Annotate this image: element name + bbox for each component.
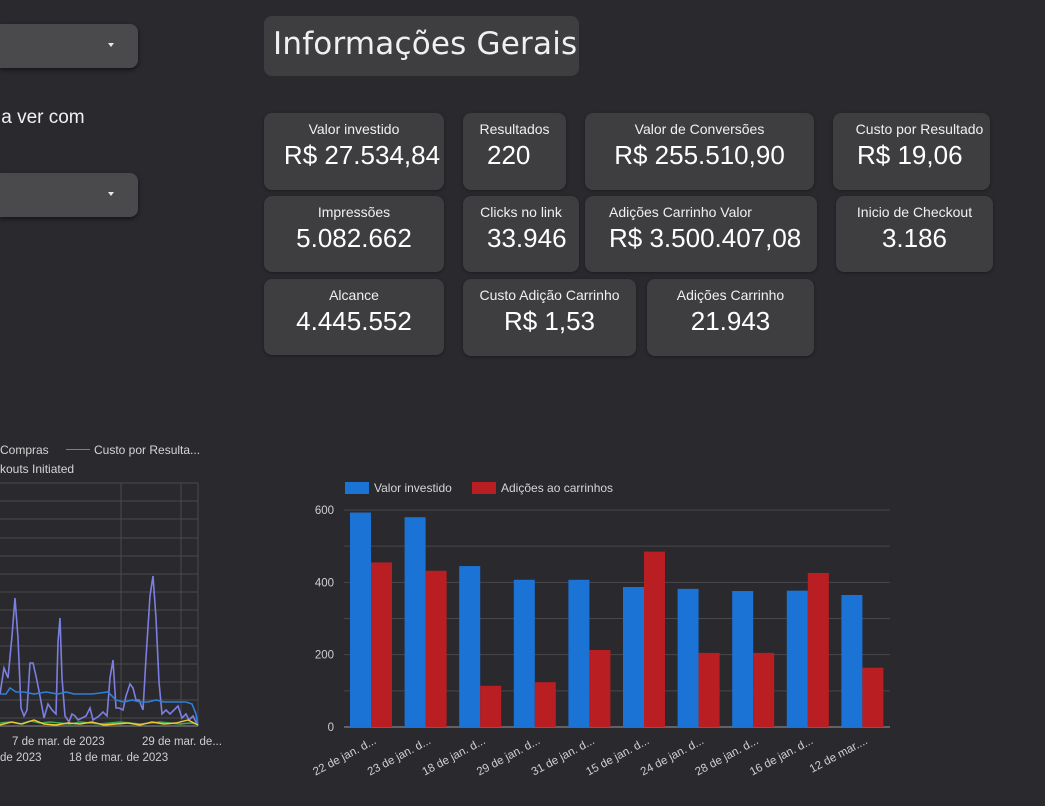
bar-valor-investido [841, 594, 863, 727]
bar-adicoes-carrinhos [425, 570, 447, 727]
legend-swatch-red [472, 482, 496, 494]
bar-valor-investido [404, 517, 426, 727]
kpi-value: 3.186 [881, 223, 948, 253]
kpi-card-impressoes: Impressões 5.082.662 [264, 196, 444, 272]
kpi-label: Valor investido [308, 121, 400, 137]
kpi-value: 220 [487, 140, 531, 170]
line-series-blue [0, 686, 199, 727]
bar-adicoes-carrinhos [753, 652, 775, 727]
chevron-down-icon [108, 43, 114, 47]
kpi-value: 33.946 [487, 223, 567, 253]
bar-legend-adicoes-carrinhos: Adições ao carrinhos [472, 481, 613, 495]
kpi-card-adicoes-carrinho: Adições Carrinho 21.943 [647, 279, 814, 356]
kpi-label: Impressões [317, 204, 391, 220]
legend-swatch-blue [345, 482, 369, 494]
bar-valor-investido [459, 566, 481, 727]
bar-adicoes-carrinhos [698, 652, 720, 727]
kpi-card-adicoes-carrinho-valor: Adições Carrinho Valor R$ 3.500.407,08 [585, 196, 817, 272]
bar-adicoes-carrinhos [807, 572, 829, 727]
line-legend-custo-resultado: Custo por Resulta... [66, 443, 200, 457]
kpi-label: Inicio de Checkout [856, 204, 973, 220]
kpi-label: Custo por Resultado [855, 121, 984, 137]
filter-dropdown-2[interactable] [0, 173, 138, 217]
kpi-value: 21.943 [690, 306, 771, 336]
line-chart-grid [0, 482, 199, 726]
kpi-label: Adições Carrinho Valor [609, 204, 752, 220]
bar-adicoes-carrinhos [589, 649, 611, 727]
kpi-value: R$ 19,06 [857, 140, 963, 170]
filter-prompt-text: ja ver com [0, 107, 85, 128]
bar-adicoes-carrinhos [480, 685, 502, 727]
legend-line-swatch [66, 449, 90, 450]
section-title-box: Informações Gerais [264, 16, 579, 76]
bar-valor-investido [513, 579, 535, 727]
chevron-down-icon [108, 192, 114, 196]
kpi-card-custo-resultado: Custo por Resultado R$ 19,06 [833, 113, 990, 190]
kpi-label: Valor de Conversões [634, 121, 765, 137]
kpi-label: Alcance [329, 287, 379, 303]
bar-y-tick: 400 [315, 577, 334, 589]
bar-valor-investido [786, 590, 808, 727]
kpi-value: 4.445.552 [296, 306, 412, 336]
page-title: Informações Gerais [273, 26, 578, 62]
kpi-card-valor-investido: Valor investido R$ 27.534,84 [264, 113, 444, 190]
bar-valor-investido [623, 587, 644, 727]
bar-adicoes-carrinhos [534, 682, 556, 727]
bar-adicoes-carrinhos [371, 562, 392, 727]
line-legend-checkouts: kouts Initiated [0, 462, 75, 476]
kpi-card-custo-adicao-carrinho: Custo Adição Carrinho R$ 1,53 [463, 279, 636, 356]
kpi-card-inicio-checkout: Inicio de Checkout 3.186 [836, 196, 993, 272]
filter-dropdown-1[interactable] [0, 24, 138, 68]
bar-y-tick: 600 [315, 505, 334, 517]
kpi-card-clicks-link: Clicks no link 33.946 [463, 196, 579, 272]
bar-y-tick: 0 [328, 722, 334, 734]
bar-valor-investido [350, 512, 371, 727]
bar-y-tick: 200 [315, 650, 334, 662]
kpi-value: R$ 3.500.407,08 [609, 223, 802, 253]
kpi-card-resultados: Resultados 220 [463, 113, 566, 190]
kpi-value: R$ 27.534,84 [283, 140, 441, 170]
line-series-yellow [0, 719, 199, 726]
bar-valor-investido [732, 591, 754, 727]
kpi-label: Clicks no link [480, 204, 562, 220]
kpi-value: R$ 1,53 [503, 306, 596, 336]
line-legend-compras: Compras [0, 443, 49, 457]
kpi-value: R$ 255.510,90 [614, 140, 785, 170]
kpi-label: Resultados [479, 121, 550, 137]
bar-valor-investido [677, 588, 699, 727]
bar-adicoes-carrinhos [644, 551, 665, 727]
line-chart: 7 de mar. de 2023 29 de mar. de... de 20… [0, 482, 222, 764]
kpi-label: Custo Adição Carrinho [479, 287, 620, 303]
kpi-value: 5.082.662 [296, 223, 412, 253]
bar-legend-valor-investido: Valor investido [345, 481, 452, 495]
bar-valor-investido [568, 579, 590, 727]
bar-adicoes-carrinhos [862, 667, 884, 727]
kpi-label: Adições Carrinho [676, 287, 785, 303]
kpi-card-alcance: Alcance 4.445.552 [264, 279, 444, 355]
kpi-card-valor-conversoes: Valor de Conversões R$ 255.510,90 [585, 113, 814, 190]
line-x-tick-2: 29 de mar. de... [142, 736, 222, 748]
line-x-tick-3: de 2023 [0, 752, 42, 764]
line-x-tick-1: 7 de mar. de 2023 [12, 736, 105, 748]
bar-x-tick: 12 de mar.... [808, 735, 870, 776]
line-x-tick-4: 18 de mar. de 2023 [69, 752, 168, 764]
line-series-compras [0, 575, 198, 725]
